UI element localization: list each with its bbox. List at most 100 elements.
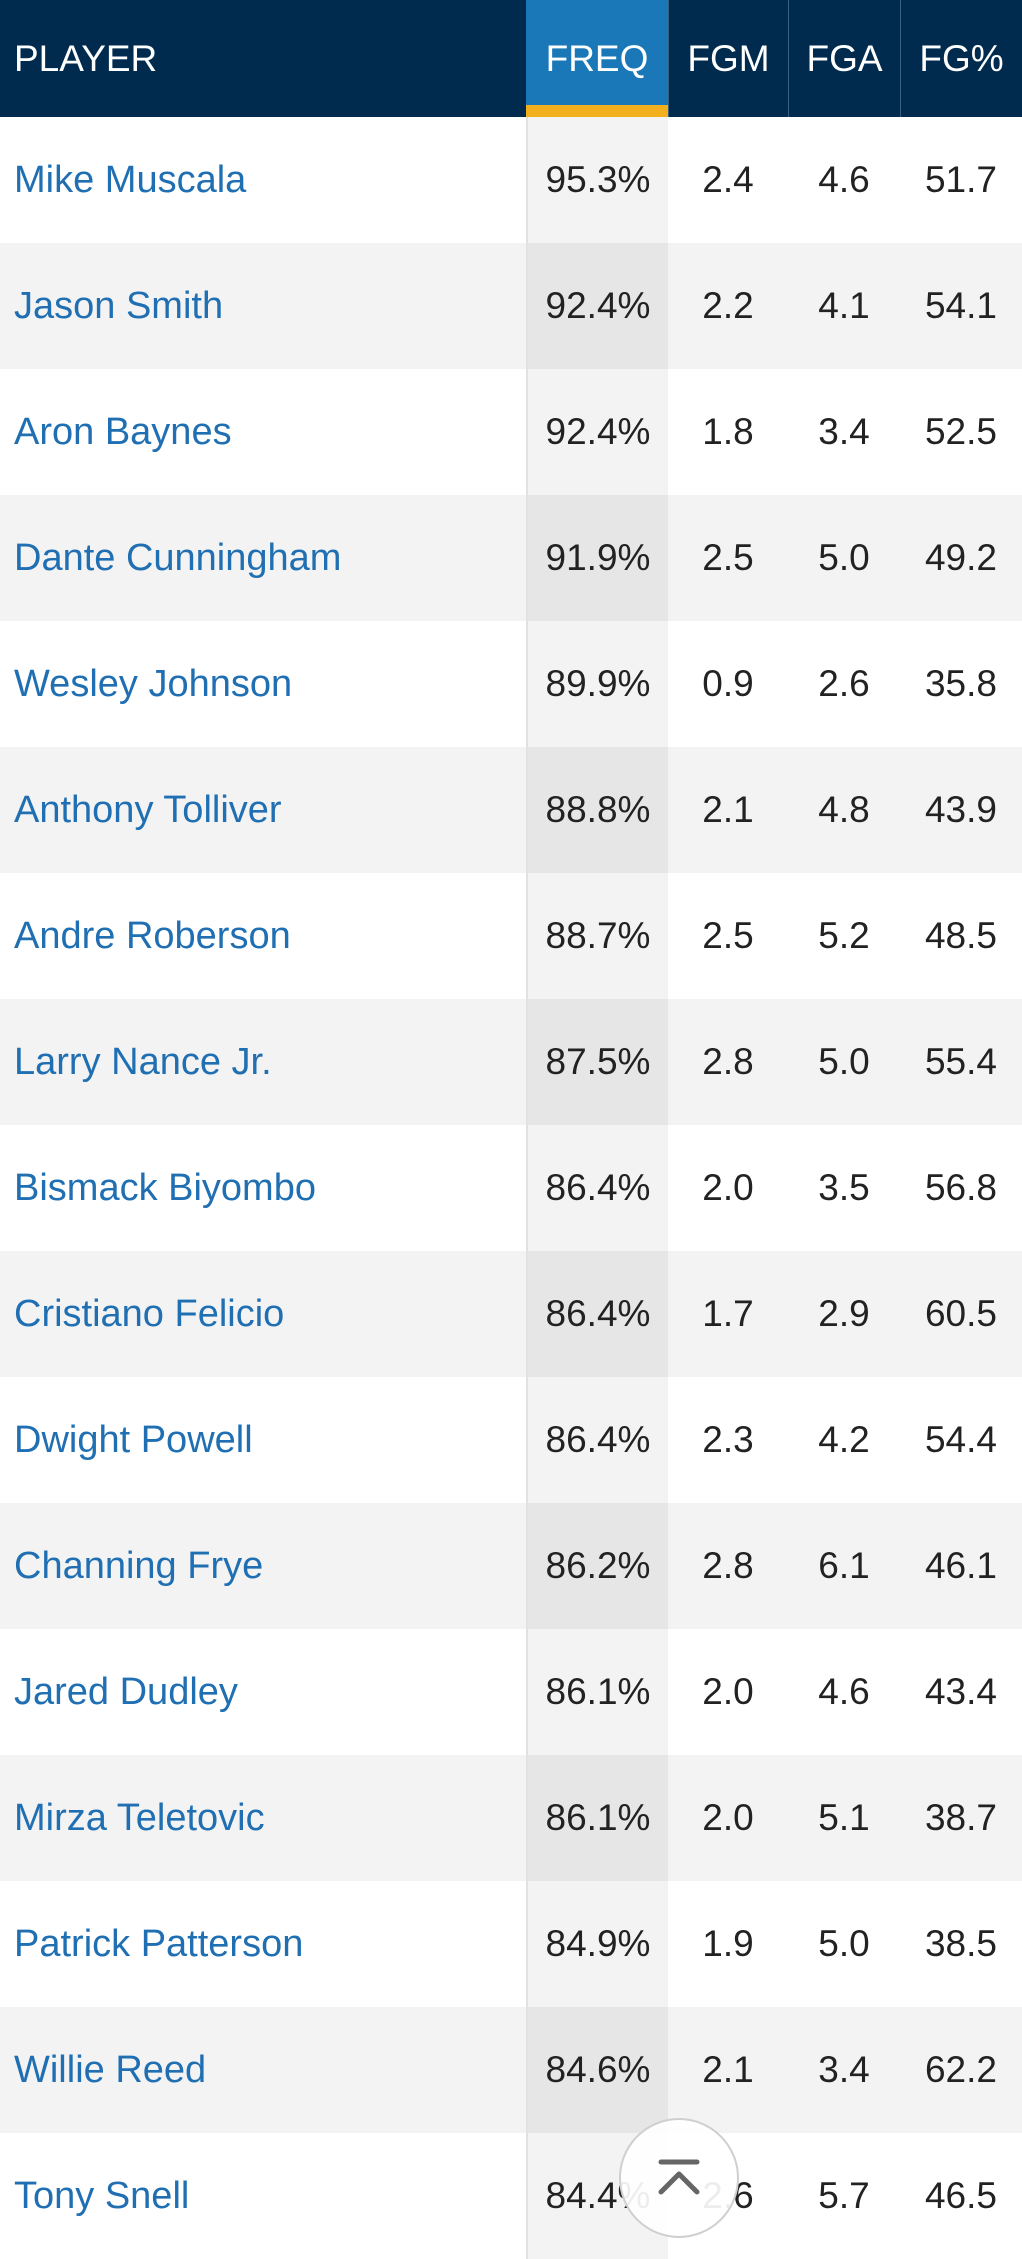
fga-cell: 5.0 <box>818 1041 870 1082</box>
scroll-to-top-button[interactable] <box>619 2118 739 2238</box>
player-link[interactable]: Jared Dudley <box>14 1670 238 1713</box>
fg-pct-cell: 38.7 <box>924 1797 997 1838</box>
fg-pct-cell: 62.2 <box>924 2049 997 2090</box>
fga-cell: 5.0 <box>818 1923 870 1964</box>
fga-cell: 2.6 <box>818 663 870 704</box>
player-link[interactable]: Dante Cunningham <box>14 536 342 579</box>
fga-cell: 4.6 <box>818 159 870 200</box>
fg-pct-cell: 43.4 <box>924 1671 997 1712</box>
fga-cell: 6.1 <box>818 1545 870 1586</box>
fga-cell: 2.9 <box>818 1293 870 1334</box>
fgm-cell: 2.0 <box>702 1797 754 1838</box>
fgm-cell: 2.8 <box>702 1041 754 1082</box>
freq-cell: 95.3% <box>526 117 668 243</box>
table-row: Wesley Johnson 89.9% 0.9 2.6 35.8 <box>0 621 1022 747</box>
table-row: Jason Smith 92.4% 2.2 4.1 54.1 <box>0 243 1022 369</box>
fga-cell: 4.1 <box>818 285 870 326</box>
fg-pct-cell: 52.5 <box>924 411 997 452</box>
fgm-cell: 2.1 <box>702 789 754 830</box>
fg-pct-cell: 54.4 <box>924 1419 997 1460</box>
freq-cell: 89.9% <box>526 621 668 747</box>
table-row: Larry Nance Jr. 87.5% 2.8 5.0 55.4 <box>0 999 1022 1125</box>
fga-cell: 4.8 <box>818 789 870 830</box>
table-row: Willie Reed 84.6% 2.1 3.4 62.2 <box>0 2007 1022 2133</box>
fg-pct-cell: 38.5 <box>924 1923 997 1964</box>
fgm-cell: 2.4 <box>702 159 754 200</box>
fga-cell: 4.2 <box>818 1419 870 1460</box>
freq-cell: 92.4% <box>526 243 668 369</box>
header-fgm[interactable]: FGM <box>668 0 788 117</box>
fgm-cell: 2.5 <box>702 915 754 956</box>
fgm-cell: 1.8 <box>702 411 754 452</box>
fga-cell: 5.7 <box>818 2175 870 2216</box>
freq-cell: 86.1% <box>526 1755 668 1881</box>
fga-cell: 5.2 <box>818 915 870 956</box>
fg-pct-cell: 49.2 <box>924 537 997 578</box>
header-fg-pct[interactable]: FG% <box>900 0 1022 117</box>
fg-pct-cell: 55.4 <box>924 1041 997 1082</box>
freq-cell: 86.4% <box>526 1125 668 1251</box>
fgm-cell: 2.2 <box>702 285 754 326</box>
fgm-cell: 2.5 <box>702 537 754 578</box>
fg-pct-cell: 46.5 <box>924 2175 997 2216</box>
player-link[interactable]: Anthony Tolliver <box>14 788 282 831</box>
fg-pct-cell: 54.1 <box>924 285 997 326</box>
header-player[interactable]: PLAYER <box>14 37 158 79</box>
fg-pct-cell: 48.5 <box>924 915 997 956</box>
freq-cell: 86.2% <box>526 1503 668 1629</box>
freq-cell: 86.4% <box>526 1377 668 1503</box>
table-row: Mike Muscala 95.3% 2.4 4.6 51.7 <box>0 117 1022 243</box>
chevron-up-icon <box>655 2158 703 2198</box>
fg-pct-cell: 35.8 <box>924 663 997 704</box>
fgm-cell: 1.7 <box>702 1293 754 1334</box>
table-row: Channing Frye 86.2% 2.8 6.1 46.1 <box>0 1503 1022 1629</box>
player-link[interactable]: Andre Roberson <box>14 914 291 957</box>
freq-cell: 86.4% <box>526 1251 668 1377</box>
fg-pct-cell: 51.7 <box>924 159 997 200</box>
freq-cell: 87.5% <box>526 999 668 1125</box>
fg-pct-cell: 43.9 <box>924 789 997 830</box>
player-link[interactable]: Wesley Johnson <box>14 662 293 705</box>
player-link[interactable]: Bismack Biyombo <box>14 1166 316 1209</box>
table-row: Andre Roberson 88.7% 2.5 5.2 48.5 <box>0 873 1022 999</box>
fga-cell: 3.4 <box>818 2049 870 2090</box>
player-link[interactable]: Mike Muscala <box>14 158 247 201</box>
fga-cell: 3.5 <box>818 1167 870 1208</box>
freq-cell: 92.4% <box>526 369 668 495</box>
player-link[interactable]: Patrick Patterson <box>14 1922 304 1965</box>
table-row: Anthony Tolliver 88.8% 2.1 4.8 43.9 <box>0 747 1022 873</box>
table-row: Jared Dudley 86.1% 2.0 4.6 43.4 <box>0 1629 1022 1755</box>
table-row: Bismack Biyombo 86.4% 2.0 3.5 56.8 <box>0 1125 1022 1251</box>
fgm-cell: 2.1 <box>702 2049 754 2090</box>
player-link[interactable]: Aron Baynes <box>14 410 232 453</box>
table-row: Dwight Powell 86.4% 2.3 4.2 54.4 <box>0 1377 1022 1503</box>
fgm-cell: 2.8 <box>702 1545 754 1586</box>
table-row: Patrick Patterson 84.9% 1.9 5.0 38.5 <box>0 1881 1022 2007</box>
player-link[interactable]: Mirza Teletovic <box>14 1796 265 1839</box>
table-row: Aron Baynes 92.4% 1.8 3.4 52.5 <box>0 369 1022 495</box>
player-link[interactable]: Willie Reed <box>14 2048 207 2091</box>
fgm-cell: 2.0 <box>702 1167 754 1208</box>
player-link[interactable]: Tony Snell <box>14 2174 190 2217</box>
table-row: Cristiano Felicio 86.4% 1.7 2.9 60.5 <box>0 1251 1022 1377</box>
fgm-cell: 2.3 <box>702 1419 754 1460</box>
player-link[interactable]: Dwight Powell <box>14 1418 253 1461</box>
fg-pct-cell: 46.1 <box>924 1545 997 1586</box>
player-link[interactable]: Larry Nance Jr. <box>14 1040 272 1083</box>
freq-cell: 84.9% <box>526 1881 668 2007</box>
freq-cell: 88.8% <box>526 747 668 873</box>
fga-cell: 3.4 <box>818 411 870 452</box>
player-link[interactable]: Cristiano Felicio <box>14 1292 285 1335</box>
freq-cell: 91.9% <box>526 495 668 621</box>
freq-cell: 88.7% <box>526 873 668 999</box>
fg-pct-cell: 60.5 <box>924 1293 997 1334</box>
header-fga[interactable]: FGA <box>788 0 900 117</box>
player-link[interactable]: Jason Smith <box>14 284 224 327</box>
table-row: Dante Cunningham 91.9% 2.5 5.0 49.2 <box>0 495 1022 621</box>
fga-cell: 4.6 <box>818 1671 870 1712</box>
table-header: PLAYER FREQ FGM FGA FG% <box>0 0 1022 117</box>
player-link[interactable]: Channing Frye <box>14 1544 264 1587</box>
header-freq[interactable]: FREQ <box>526 0 668 117</box>
fgm-cell: 2.0 <box>702 1671 754 1712</box>
